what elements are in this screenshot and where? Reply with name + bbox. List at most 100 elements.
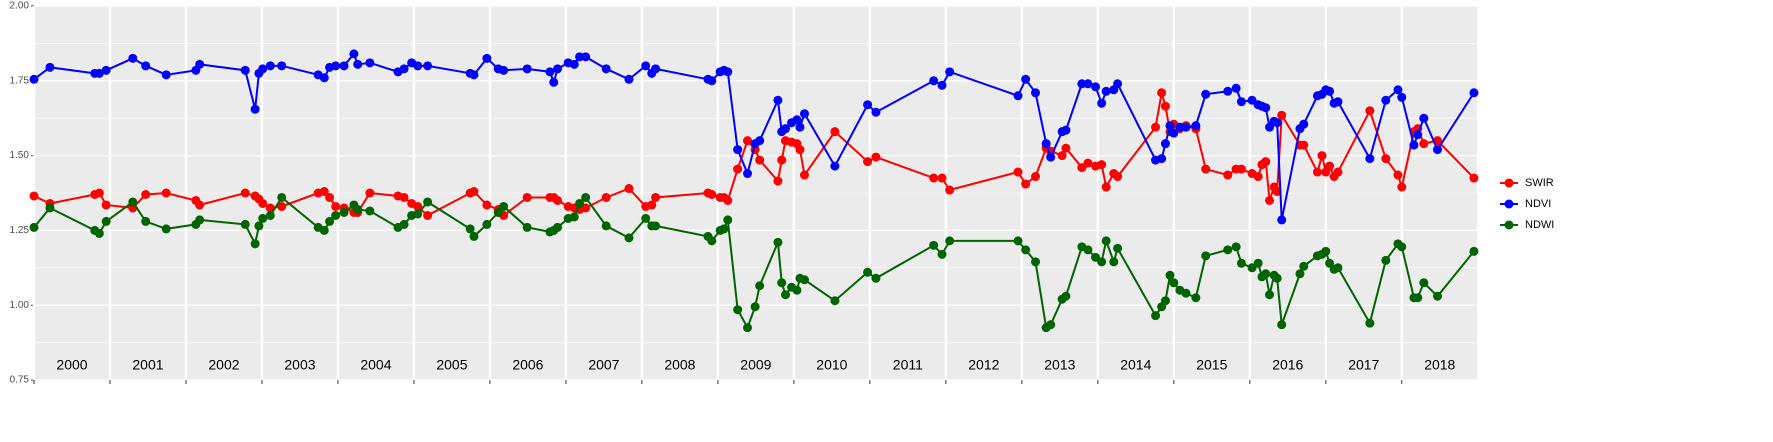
point [465, 224, 475, 234]
year-label: 2014 [1120, 357, 1151, 373]
point [1393, 85, 1403, 95]
point [581, 52, 591, 62]
point [1261, 269, 1271, 279]
year-label: 2005 [436, 357, 467, 373]
y-tick-label: 1.00 [10, 300, 30, 311]
point [1365, 318, 1375, 328]
legend-label: NDWI [1525, 219, 1554, 231]
point [647, 200, 657, 210]
point [750, 302, 760, 312]
year-label: 2017 [1348, 357, 1379, 373]
point [325, 192, 335, 202]
point [413, 209, 423, 219]
point [29, 191, 39, 201]
point [1031, 172, 1041, 182]
point [522, 222, 532, 232]
point [651, 192, 661, 202]
point [1151, 122, 1161, 132]
point [1365, 154, 1375, 164]
point [651, 221, 661, 231]
point [1365, 106, 1375, 116]
point [1061, 143, 1071, 153]
point [331, 61, 341, 71]
point [1317, 151, 1327, 161]
point [1469, 88, 1479, 98]
point [553, 64, 563, 74]
point [929, 173, 939, 183]
year-label: 2009 [740, 357, 771, 373]
point [871, 152, 881, 162]
point [755, 136, 765, 146]
point [549, 77, 559, 87]
point [937, 80, 947, 90]
point [195, 215, 205, 225]
point [929, 240, 939, 250]
point [1295, 269, 1305, 279]
point [1333, 263, 1343, 273]
point [94, 228, 104, 238]
point [1201, 89, 1211, 99]
year-label: 2002 [208, 357, 239, 373]
year-label: 2000 [56, 357, 87, 373]
point [1265, 290, 1275, 300]
point [277, 192, 287, 202]
point [1253, 258, 1263, 268]
point [319, 73, 329, 83]
point [1113, 172, 1123, 182]
point [937, 249, 947, 259]
point [1021, 179, 1031, 189]
point [545, 67, 555, 77]
point [937, 173, 947, 183]
point [1191, 121, 1201, 131]
point [945, 236, 955, 246]
point [141, 189, 151, 199]
point [755, 155, 765, 165]
point [863, 100, 873, 110]
year-label: 2008 [664, 357, 695, 373]
point [1160, 296, 1170, 306]
point [1333, 97, 1343, 107]
point [493, 207, 503, 217]
point [871, 107, 881, 117]
point [1272, 118, 1282, 128]
point [723, 195, 733, 205]
point [1261, 103, 1271, 113]
point [1113, 243, 1123, 253]
year-label: 2003 [284, 357, 315, 373]
point [1253, 172, 1263, 182]
point [469, 70, 479, 80]
point [1097, 160, 1107, 170]
point [707, 76, 717, 86]
point [1165, 270, 1175, 280]
point [1021, 74, 1031, 84]
point [1046, 320, 1056, 330]
point [101, 216, 111, 226]
point [331, 210, 341, 220]
point [1231, 242, 1241, 252]
point [339, 207, 349, 217]
point [1312, 167, 1322, 177]
point [792, 285, 802, 295]
point [1101, 236, 1111, 246]
point [1165, 121, 1175, 131]
point [413, 201, 423, 211]
point [624, 233, 634, 243]
point [1097, 98, 1107, 108]
point [1397, 182, 1407, 192]
point [1381, 255, 1391, 265]
point [1083, 245, 1093, 255]
point [258, 213, 268, 223]
year-label: 2001 [132, 357, 163, 373]
point [1321, 246, 1331, 256]
point [830, 161, 840, 171]
point [871, 273, 881, 283]
point [1236, 97, 1246, 107]
point [1061, 291, 1071, 301]
point [863, 157, 873, 167]
point [624, 74, 634, 84]
point [423, 61, 433, 71]
point [1413, 130, 1423, 140]
point [240, 219, 250, 229]
point [1013, 236, 1023, 246]
point [1061, 125, 1071, 135]
